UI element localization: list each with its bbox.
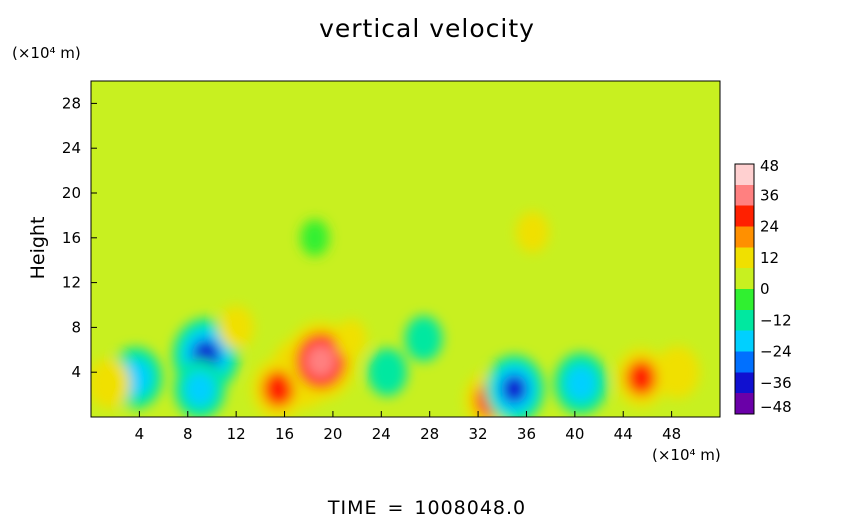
time-label: TIME [327, 497, 378, 519]
feature-4-level-1 [262, 370, 295, 408]
time-value: 1008048.0 [414, 497, 527, 519]
plot-area [91, 81, 720, 417]
y-tick-label: 28 [62, 94, 81, 112]
feature-6-level-0 [367, 348, 408, 397]
colorbar-tick-label: 24 [760, 218, 779, 236]
feature-11-level-1 [626, 360, 657, 396]
x-tick-label: 4 [135, 425, 145, 443]
feature-7-level-0 [404, 315, 443, 362]
x-tick-label: 24 [372, 425, 391, 443]
colorbar-tick-label: −12 [760, 311, 792, 329]
x-tick-label: 8 [183, 425, 193, 443]
y-tick-label: 16 [62, 229, 81, 247]
feature-16-level-0 [300, 219, 330, 257]
y-tick-label: 12 [62, 274, 81, 292]
x-tick-label: 36 [517, 425, 536, 443]
feature-14-level-0 [218, 305, 254, 350]
feature-9-level-2 [501, 374, 528, 404]
x-tick-label: 16 [275, 425, 294, 443]
colorbar [734, 163, 755, 415]
colorbar-tick-label: 0 [760, 280, 770, 298]
feature-5-level-2 [305, 344, 336, 378]
colorbar-tick-label: −24 [760, 343, 792, 361]
feature-12-level-0 [655, 346, 700, 399]
chart-title: vertical velocity [319, 14, 535, 43]
y-axis-units: (×10⁴ m) [12, 44, 81, 62]
x-tick-label: 20 [323, 425, 342, 443]
colorbar-tick-label: −48 [760, 398, 792, 416]
colorbar-tick-label: 36 [760, 186, 779, 204]
x-tick-label: 44 [614, 425, 633, 443]
time-readout: TIME = 1008048.0 [0, 497, 854, 519]
x-axis-units: (×10⁴ m) [652, 446, 721, 464]
feature-2-level-1 [184, 371, 216, 407]
plot-frame [90, 80, 721, 418]
y-tick-label: 24 [62, 139, 81, 157]
time-equals: = [387, 497, 405, 519]
x-tick-label: 48 [662, 425, 681, 443]
y-tick-label: 20 [62, 184, 81, 202]
x-tick-label: 28 [420, 425, 439, 443]
x-tick-label: 12 [227, 425, 246, 443]
y-tick-label: 8 [71, 318, 81, 336]
feature-17-level-0 [515, 211, 550, 253]
feature-15-level-0 [335, 319, 367, 359]
colorbar-tick-label: −36 [760, 374, 792, 392]
feature-10-level-1 [564, 365, 597, 402]
feature-13-level-0 [91, 358, 131, 409]
y-tick-label: 4 [71, 363, 81, 381]
x-tick-label: 32 [469, 425, 488, 443]
colorbar-tick-label: 12 [760, 249, 779, 267]
colorbar-tick-label: 48 [760, 157, 779, 175]
x-tick-label: 40 [565, 425, 584, 443]
